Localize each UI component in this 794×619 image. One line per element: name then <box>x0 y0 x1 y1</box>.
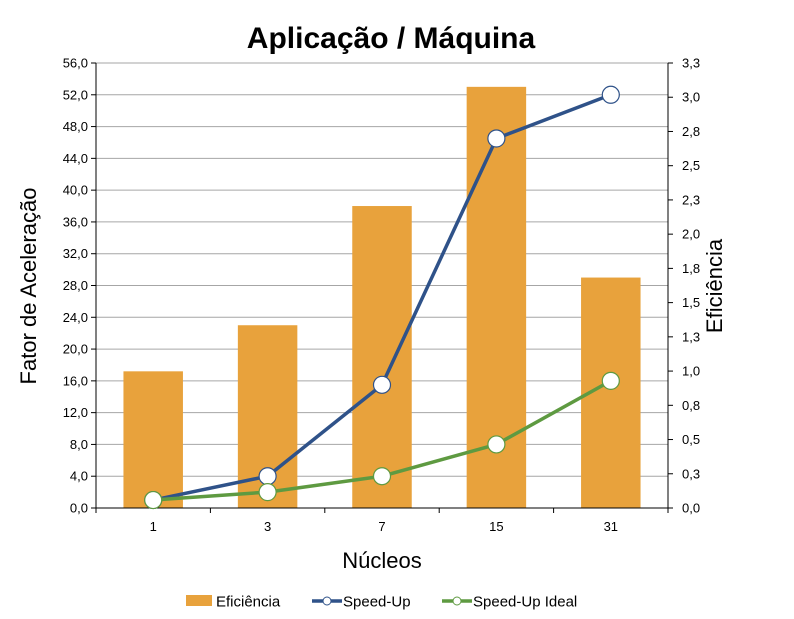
legend-marker-speed-up <box>322 596 332 606</box>
y-tick-label: 8,0 <box>70 437 88 452</box>
x-tick-label: 15 <box>489 519 503 534</box>
y-tick-label: 56,0 <box>63 56 88 71</box>
legend-label-speed-up-ideal: Speed-Up Ideal <box>473 594 577 611</box>
y2-tick-label: 2,0 <box>682 227 700 242</box>
y2-tick-label: 1,5 <box>682 295 700 310</box>
x-tick-label: 3 <box>264 519 271 534</box>
y-axis-title: Fator de Aceleração <box>16 188 41 385</box>
y-tick-label: 44,0 <box>63 151 88 166</box>
y2-tick-label: 2,5 <box>682 158 700 173</box>
y2-tick-label: 2,8 <box>682 124 700 139</box>
y-tick-label: 28,0 <box>63 278 88 293</box>
point-speed-up-ideal <box>487 435 506 454</box>
point-speed-up <box>372 375 392 394</box>
y2-tick-label: 2,3 <box>682 192 700 207</box>
point-speed-up-ideal <box>258 483 277 502</box>
point-speed-up <box>258 467 277 486</box>
y-tick-label: 24,0 <box>63 310 88 325</box>
bar-eficiencia <box>352 206 412 509</box>
x-tick-label: 7 <box>378 519 385 534</box>
y-tick-label: 52,0 <box>63 87 88 102</box>
y2-tick-label: 1,3 <box>682 329 700 344</box>
point-speed-up-ideal <box>144 490 163 510</box>
legend-label-efici-ncia: Eficiência <box>216 594 281 611</box>
chart-title: Aplicação / Máquina <box>247 22 536 55</box>
point-speed-up-ideal <box>601 371 620 390</box>
legend-swatch-efici-ncia <box>186 595 212 606</box>
point-speed-up <box>601 85 620 104</box>
line-series <box>144 85 620 510</box>
y2-tick-label: 1,8 <box>682 261 700 276</box>
y-tick-label: 0,0 <box>70 501 88 516</box>
y-tick-label: 36,0 <box>63 214 88 229</box>
axes <box>91 62 673 513</box>
point-speed-up <box>487 129 506 148</box>
y2-tick-label: 0,3 <box>682 466 700 481</box>
y2-tick-label: 3,3 <box>682 56 700 71</box>
x-tick-label: 1 <box>150 519 157 534</box>
y2-tick-label: 0,5 <box>682 432 700 447</box>
point-speed-up-ideal <box>372 467 392 486</box>
bar-eficiencia <box>123 371 183 508</box>
y-tick-label: 32,0 <box>63 246 88 261</box>
y2-tick-label: 0,8 <box>682 398 700 413</box>
legend: Eficiência Speed-Up Speed-Up Ideal <box>186 594 577 611</box>
tick-labels: 0,04,08,012,016,020,024,028,032,036,040,… <box>63 56 700 535</box>
x-axis-title: Núcleos <box>342 548 421 573</box>
x-tick-label: 31 <box>604 519 618 534</box>
y2-tick-label: 3,0 <box>682 90 700 105</box>
y-tick-label: 20,0 <box>63 342 88 357</box>
y-tick-label: 40,0 <box>63 183 88 198</box>
y-tick-label: 48,0 <box>63 119 88 134</box>
y2-tick-label: 0,0 <box>682 501 700 516</box>
y-tick-label: 16,0 <box>63 373 88 388</box>
y-tick-label: 12,0 <box>63 405 88 420</box>
y-tick-label: 4,0 <box>70 469 88 484</box>
y2-tick-label: 1,0 <box>682 364 700 379</box>
legend-marker-speed-up-ideal <box>452 596 462 606</box>
y2-axis-title: Eficiência <box>702 238 727 333</box>
legend-label-speed-up: Speed-Up <box>343 594 411 611</box>
